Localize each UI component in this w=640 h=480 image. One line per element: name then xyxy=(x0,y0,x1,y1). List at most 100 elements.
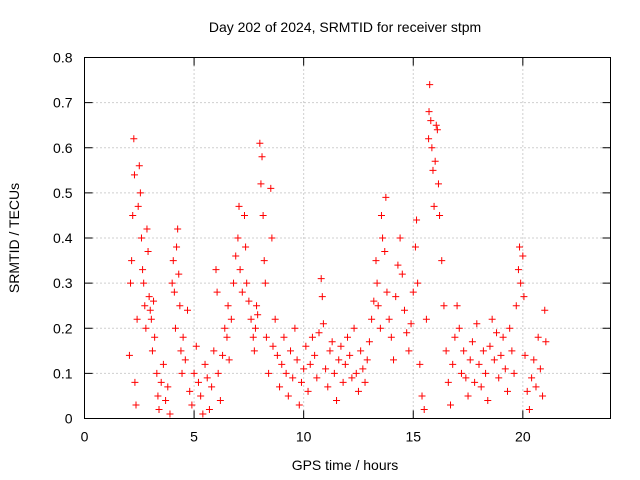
data-point xyxy=(143,225,151,233)
data-point xyxy=(440,302,448,310)
data-point xyxy=(387,333,395,341)
data-point xyxy=(488,315,496,323)
data-point xyxy=(287,347,295,355)
data-point xyxy=(464,392,472,400)
data-point xyxy=(425,108,433,116)
data-point xyxy=(462,374,470,382)
data-point xyxy=(151,333,159,341)
data-point xyxy=(506,324,514,332)
data-point xyxy=(284,392,292,400)
data-point xyxy=(409,288,417,296)
data-point xyxy=(178,369,186,377)
data-point xyxy=(398,270,406,278)
data-point xyxy=(125,351,133,359)
data-point xyxy=(534,333,542,341)
data-point xyxy=(271,315,279,323)
plot-frame xyxy=(84,57,611,419)
data-point xyxy=(201,360,209,368)
x-tick-label: 10 xyxy=(296,429,312,445)
data-point xyxy=(169,257,177,265)
data-point xyxy=(418,392,426,400)
data-point xyxy=(282,369,290,377)
chart-title: Day 202 of 2024, SRMTID for receiver stp… xyxy=(209,19,481,35)
data-point xyxy=(221,324,229,332)
x-tick-label: 0 xyxy=(81,429,89,445)
data-point xyxy=(291,324,299,332)
data-point xyxy=(166,410,174,418)
data-point xyxy=(428,144,436,152)
data-point xyxy=(224,302,232,310)
data-point xyxy=(267,184,275,192)
data-point xyxy=(142,324,150,332)
data-point xyxy=(261,279,269,287)
data-point xyxy=(129,211,137,219)
data-point xyxy=(490,356,498,364)
data-point xyxy=(273,351,281,359)
data-point xyxy=(381,248,389,256)
data-point xyxy=(174,225,182,233)
data-point xyxy=(370,297,378,305)
data-point xyxy=(499,333,507,341)
data-point xyxy=(411,243,419,251)
data-point xyxy=(147,315,155,323)
data-point xyxy=(335,356,343,364)
data-point xyxy=(453,302,461,310)
data-point xyxy=(405,347,413,355)
data-point xyxy=(420,405,428,413)
data-point xyxy=(337,342,345,350)
data-point xyxy=(155,405,163,413)
data-point xyxy=(219,351,227,359)
data-point xyxy=(214,369,222,377)
data-point xyxy=(317,275,325,283)
data-point xyxy=(260,257,268,265)
data-point xyxy=(442,347,450,355)
data-point xyxy=(333,396,341,404)
data-point xyxy=(238,288,246,296)
data-point xyxy=(536,365,544,373)
data-point xyxy=(297,378,305,386)
data-point xyxy=(153,369,161,377)
data-point xyxy=(140,279,148,287)
data-point xyxy=(306,360,314,368)
data-point xyxy=(295,401,303,409)
data-point xyxy=(525,405,533,413)
data-point xyxy=(407,320,415,328)
data-point xyxy=(475,360,483,368)
data-point xyxy=(130,171,138,179)
data-point xyxy=(432,121,440,129)
data-point xyxy=(385,315,393,323)
data-point xyxy=(365,338,373,346)
data-point xyxy=(188,401,196,409)
data-point xyxy=(512,302,520,310)
data-point xyxy=(293,356,301,364)
data-point xyxy=(162,396,170,404)
y-tick-label: 0.8 xyxy=(53,50,73,66)
data-point xyxy=(132,401,140,409)
data-point xyxy=(227,315,235,323)
data-point xyxy=(168,279,176,287)
y-tick-label: 0 xyxy=(65,411,73,427)
data-point xyxy=(493,329,501,337)
data-point xyxy=(444,378,452,386)
data-point xyxy=(269,342,277,350)
data-point xyxy=(396,234,404,242)
data-point xyxy=(372,257,380,265)
x-tick-label: 5 xyxy=(190,429,198,445)
data-point xyxy=(324,383,332,391)
grid-lines xyxy=(84,57,611,419)
data-point xyxy=(436,211,444,219)
data-point xyxy=(280,333,288,341)
data-point xyxy=(426,81,434,89)
data-point xyxy=(136,189,144,197)
data-point xyxy=(520,293,528,301)
x-tick-label: 15 xyxy=(405,429,421,445)
data-point xyxy=(225,356,233,364)
data-point xyxy=(429,166,437,174)
data-point xyxy=(374,302,382,310)
data-point xyxy=(434,180,442,188)
data-point xyxy=(416,360,424,368)
data-point xyxy=(521,351,529,359)
data-point xyxy=(460,347,468,355)
data-point xyxy=(422,315,430,323)
data-point xyxy=(447,401,455,409)
